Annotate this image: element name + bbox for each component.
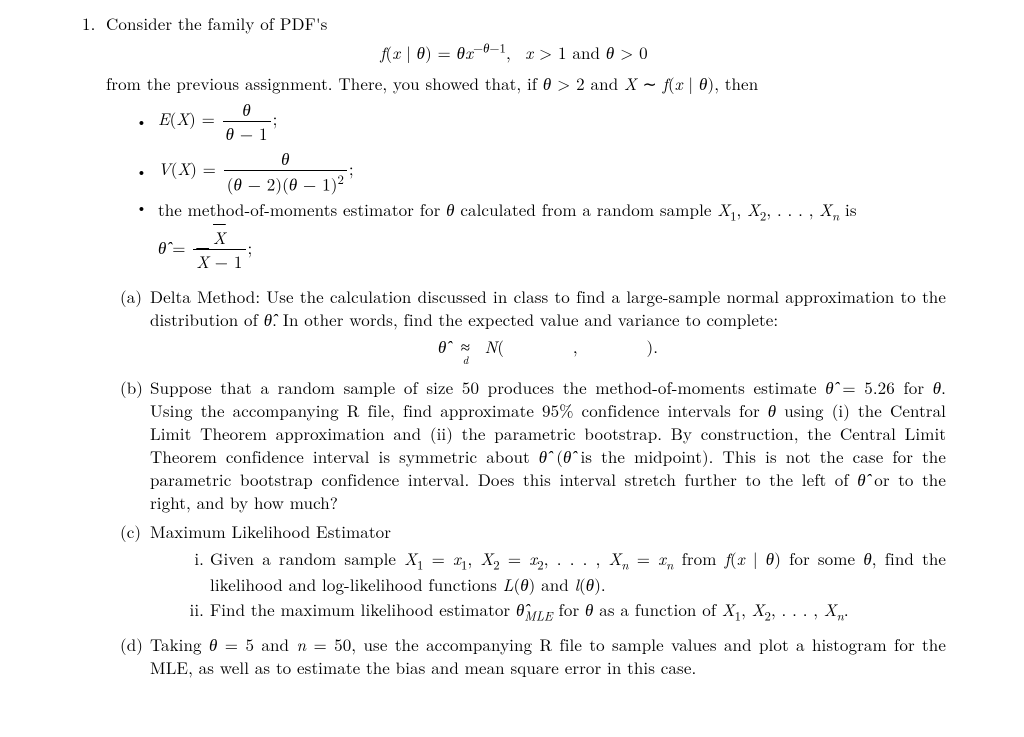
problem-intro: Consider the family of PDF's [106, 12, 946, 35]
part-a-text: Delta Method: Use the calculation discus… [150, 284, 946, 331]
mom-formula: θ̂ = X X − 1 ; [158, 235, 252, 259]
part-d-label: (d) [120, 633, 150, 679]
part-a: (a) Delta Method: Use the calculation di… [120, 285, 946, 370]
ex-tail: ; [273, 107, 278, 131]
bullet-list: • E(X) = θ θ − 1 ; • V(X) = θ [136, 98, 946, 273]
part-a-label: (a) [120, 285, 150, 370]
bullet-vx: • V(X) = θ (θ − 2)(θ − 1)2 ; [136, 147, 946, 196]
document-page: 1. Consider the family of PDF's f(x | θ)… [0, 0, 1024, 737]
context-line: from the previous assignment. There, you… [82, 72, 946, 95]
part-c-ii: ii. Find the maximum likelihood estimato… [178, 598, 946, 625]
vx-den: (θ − 2)(θ − 1)2 [224, 170, 347, 196]
part-c-label: (c) [120, 520, 150, 627]
part-a-eq: θ̂ ≈ N( , ). [150, 335, 946, 358]
vx-fraction: θ (θ − 2)(θ − 1)2 [224, 147, 347, 196]
part-b-text: Suppose that a random sample of size 50 … [150, 375, 946, 514]
roman-i-label: i. [178, 547, 210, 597]
vx-tail: ; [349, 156, 354, 180]
bullet-ex: • E(X) = θ θ − 1 ; [136, 98, 946, 145]
part-c-i: i. Given a random sample X1 = x1, X2 = x… [178, 547, 946, 597]
sub-parts: (a) Delta Method: Use the calculation di… [120, 285, 946, 678]
part-b-label: (b) [120, 376, 150, 514]
roman-ii-text: Find the maximum likelihood estimator θ̂… [210, 597, 849, 621]
pdf-formula: f(x | θ) = θx−θ−1, x > 1 and θ > 0 [82, 39, 946, 64]
vx-lhs: V(X) = [158, 156, 216, 180]
roman-ii-label: ii. [178, 598, 210, 625]
problem-header: 1. Consider the family of PDF's [82, 12, 946, 35]
roman-list: i. Given a random sample X1 = x1, X2 = x… [178, 547, 946, 625]
ex-lhs: E(X) = [158, 107, 215, 131]
part-d: (d) Taking θ = 5 and n = 50, use the acc… [120, 633, 946, 679]
part-d-text: Taking θ = 5 and n = 50, use the accompa… [150, 632, 946, 679]
bullet-icon: • [136, 112, 158, 131]
part-c: (c) Maximum Likelihood Estimator i. Give… [120, 520, 946, 627]
vx-num: θ [224, 147, 347, 170]
roman-i-text: Given a random sample X1 = x1, X2 = x2, … [210, 546, 946, 597]
problem-number: 1. [82, 12, 106, 35]
mom-text: the method-of-moments estimator for θ ca… [158, 197, 857, 221]
ex-num: θ [223, 98, 271, 121]
bullet-icon: • [136, 162, 158, 181]
bullet-icon: • [136, 198, 158, 217]
part-b: (b) Suppose that a random sample of size… [120, 376, 946, 514]
ex-den: θ − 1 [223, 121, 271, 145]
part-c-heading: Maximum Likelihood Estimator [150, 519, 391, 543]
ex-fraction: θ θ − 1 [223, 98, 271, 145]
bullet-mom: • the method-of-moments estimator for θ … [136, 198, 946, 273]
context-text: from the previous assignment. There, you… [106, 71, 758, 95]
